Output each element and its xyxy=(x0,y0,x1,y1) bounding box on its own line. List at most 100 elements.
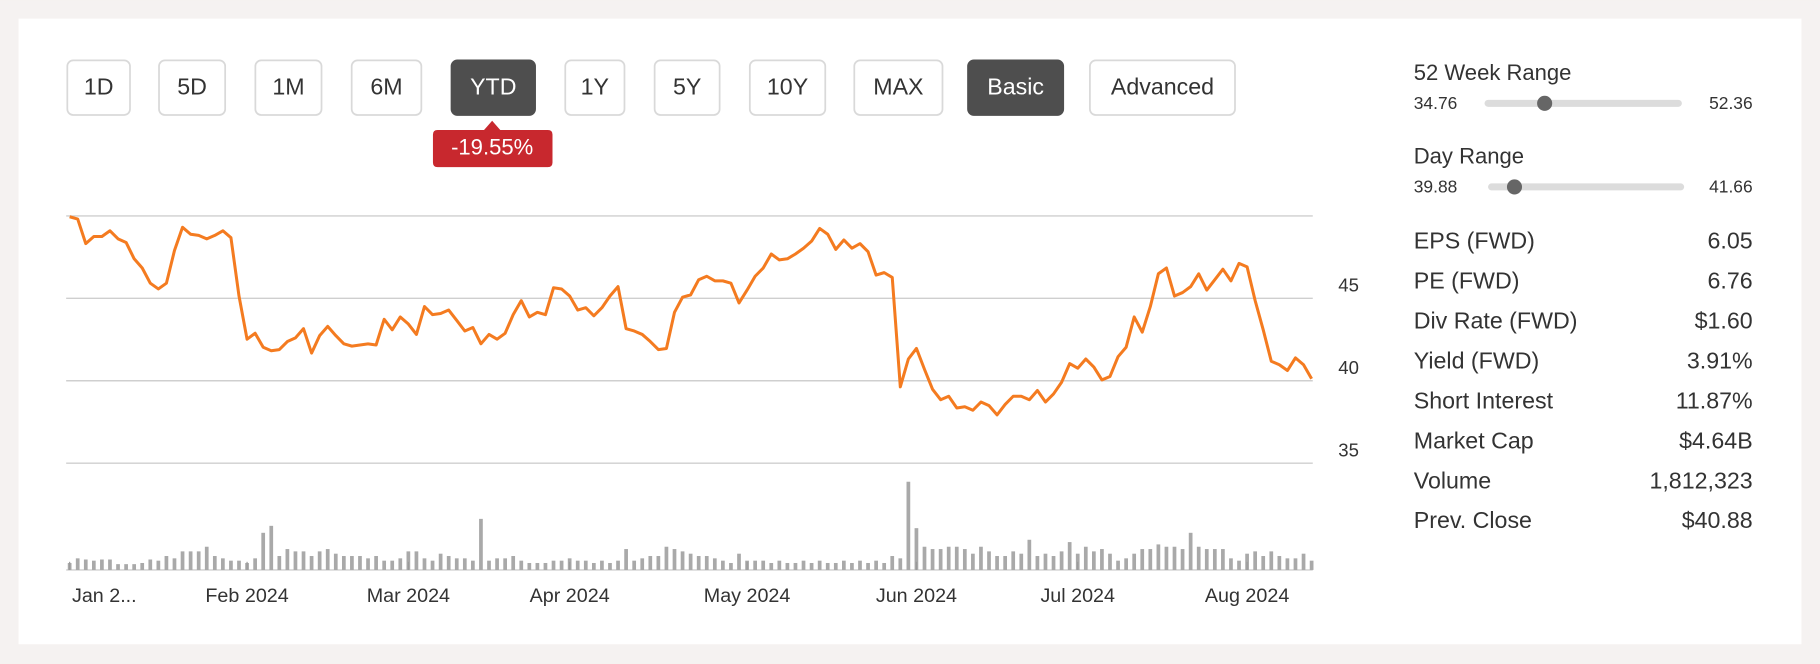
volume-bar xyxy=(1011,551,1016,570)
stat-label: Short Interest xyxy=(1414,387,1554,413)
volume-bar xyxy=(688,553,693,570)
volume-bar xyxy=(1019,553,1024,570)
volume-bar xyxy=(172,558,177,570)
stat-value: $1.60 xyxy=(1695,308,1753,334)
volume-bar xyxy=(914,528,919,570)
volume-bar xyxy=(438,553,443,570)
button[interactable] xyxy=(350,59,423,116)
volume-bar xyxy=(1035,556,1040,570)
stat-value: 3.91% xyxy=(1687,348,1753,374)
volume-bar xyxy=(906,481,911,570)
button[interactable] xyxy=(653,59,721,116)
volume-bar xyxy=(454,558,459,570)
volume-bar xyxy=(221,558,225,570)
button-label[interactable]: Advanced xyxy=(1111,73,1214,99)
stat-value: 6.05 xyxy=(1708,228,1753,254)
volume-bar xyxy=(769,562,774,570)
volume-bar xyxy=(1156,544,1161,570)
volume-bar xyxy=(1237,560,1241,570)
change-badge-bg xyxy=(432,120,553,168)
volume-bar xyxy=(1285,558,1290,570)
button[interactable] xyxy=(748,59,827,116)
volume-bar xyxy=(1204,549,1209,570)
stat-label: 52 Week Range xyxy=(1414,60,1572,85)
volume-bar xyxy=(656,556,661,570)
volume-bar xyxy=(1164,546,1169,570)
volume-bar xyxy=(817,560,822,570)
volume-bar xyxy=(648,556,653,570)
volume-bar xyxy=(1212,549,1217,570)
button[interactable] xyxy=(853,59,944,116)
button[interactable] xyxy=(158,59,227,116)
range-high: 41.66 xyxy=(1709,177,1753,197)
volume-bar xyxy=(1188,532,1193,570)
x-tick-label: Jan 2... xyxy=(72,585,137,607)
volume-bar xyxy=(1293,558,1298,570)
button-label[interactable]: 1Y xyxy=(581,73,609,99)
x-tick-label: Aug 2024 xyxy=(1205,585,1289,607)
volume-bar xyxy=(987,551,991,570)
x-tick-label: Jun 2024 xyxy=(876,585,957,607)
volume-bar xyxy=(575,560,580,570)
volume-bar xyxy=(188,551,193,570)
volume-bar xyxy=(358,556,362,570)
volume-bar xyxy=(390,560,395,570)
volume-bar xyxy=(269,525,274,570)
button[interactable] xyxy=(1089,59,1236,116)
volume-bar xyxy=(1043,553,1048,570)
slider-knob xyxy=(1537,95,1553,111)
slider-track xyxy=(1488,183,1685,191)
volume-bar xyxy=(124,564,128,570)
volume-bar xyxy=(293,551,298,570)
button[interactable] xyxy=(967,59,1065,116)
volume-bar xyxy=(414,551,419,570)
stat-label: PE (FWD) xyxy=(1414,268,1520,294)
volume-bar xyxy=(833,562,838,570)
volume-bar xyxy=(277,556,282,570)
volume-bar xyxy=(350,556,354,570)
button-label[interactable]: 6M xyxy=(370,73,402,99)
volume-bar xyxy=(1124,558,1128,570)
volume-bar xyxy=(374,556,378,570)
volume-bar xyxy=(753,560,757,570)
x-tick-label: Feb 2024 xyxy=(205,585,288,607)
stat-label: Div Rate (FWD) xyxy=(1414,308,1578,334)
button[interactable] xyxy=(564,59,626,116)
volume-bar xyxy=(995,556,999,570)
button-label[interactable]: 5D xyxy=(177,73,207,99)
stat-value: 6.76 xyxy=(1708,268,1753,294)
volume-bar xyxy=(954,546,959,570)
volume-bar xyxy=(1148,549,1153,570)
volume-bar xyxy=(1140,549,1145,570)
volume-bar xyxy=(503,558,507,570)
volume-bar xyxy=(325,549,330,570)
volume-bar xyxy=(559,560,564,570)
range-high: 52.36 xyxy=(1709,93,1753,113)
volume-bar xyxy=(583,560,588,570)
x-tick-label: Apr 2024 xyxy=(530,585,610,607)
volume-bar xyxy=(979,546,983,570)
button-label[interactable]: 10Y xyxy=(767,73,808,99)
volume-bar xyxy=(1092,551,1096,570)
button-label[interactable]: Basic xyxy=(987,73,1044,99)
volume-bar xyxy=(793,562,798,570)
volume-bar xyxy=(446,556,451,570)
volume-bar xyxy=(1269,551,1274,570)
button-label[interactable]: 1M xyxy=(272,73,304,99)
volume-bar xyxy=(301,551,306,570)
volume-bar xyxy=(712,558,717,570)
volume-bar xyxy=(487,560,491,570)
range-low: 34.76 xyxy=(1414,93,1458,113)
button[interactable] xyxy=(450,59,536,116)
button-label[interactable]: MAX xyxy=(873,73,923,99)
volume-bar xyxy=(938,549,943,570)
volume-bar xyxy=(116,564,120,570)
button[interactable] xyxy=(66,59,131,116)
button-label[interactable]: YTD xyxy=(470,73,516,99)
button[interactable] xyxy=(254,59,323,116)
volume-bar xyxy=(543,562,548,570)
button-label[interactable]: 5Y xyxy=(673,73,701,99)
button-label[interactable]: 1D xyxy=(84,73,114,99)
stat-label: Yield (FWD) xyxy=(1414,348,1539,374)
